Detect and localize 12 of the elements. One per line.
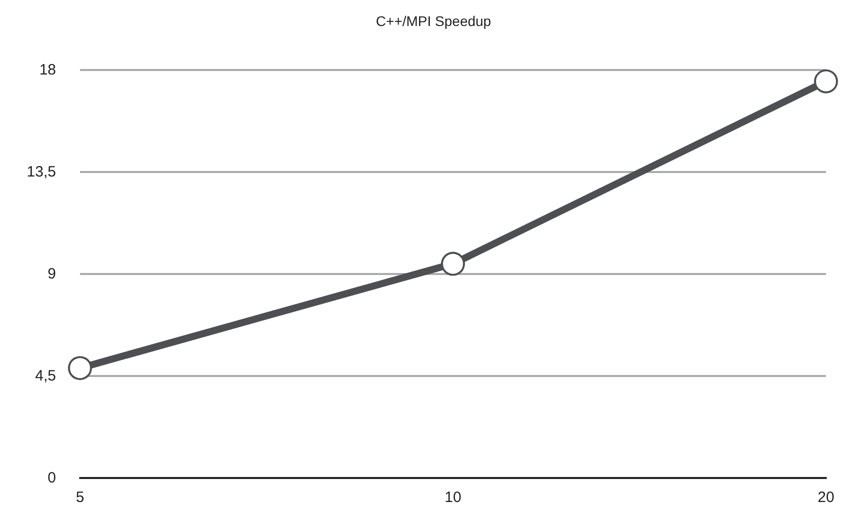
point xyxy=(814,69,838,94)
point xyxy=(441,252,465,276)
point xyxy=(68,356,92,380)
y-tick-label: 9 xyxy=(48,266,56,282)
text: C++/MPI Speedup xyxy=(376,13,492,29)
x-tick-label: 20 xyxy=(818,489,834,506)
x-tick-label: 10 xyxy=(444,489,462,506)
y-tick-label: 0 xyxy=(48,470,56,486)
y-tick-label: 4,5 xyxy=(35,368,56,384)
x-tick-label: 5 xyxy=(76,489,84,506)
y-tick-label: 18 xyxy=(39,62,56,78)
y-tick-label: 13,5 xyxy=(26,164,56,180)
